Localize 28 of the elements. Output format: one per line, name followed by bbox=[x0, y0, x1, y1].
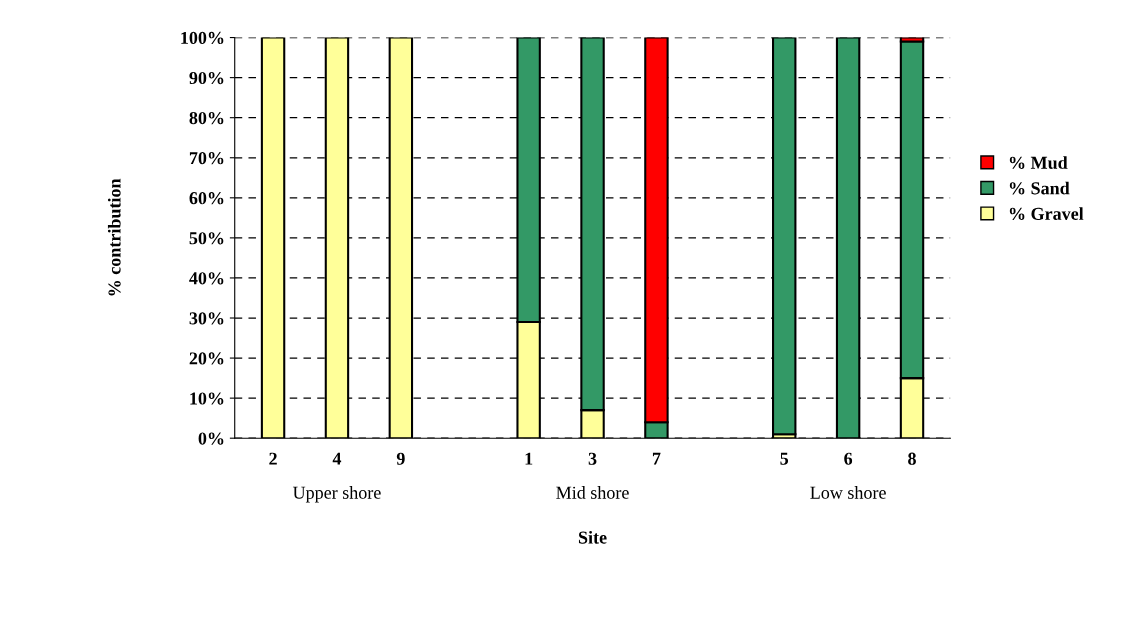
y-axis-title: % contribution bbox=[107, 178, 121, 296]
y-tick-label: 50% bbox=[189, 232, 224, 245]
y-tick-label: 100% bbox=[181, 31, 224, 45]
x-tick-label: 9 bbox=[396, 452, 405, 465]
x-tick-label: 6 bbox=[844, 452, 853, 465]
y-tick-label: 70% bbox=[189, 152, 224, 165]
x-tick-label: 2 bbox=[269, 452, 277, 465]
y-tick-label: 40% bbox=[189, 272, 224, 285]
y-tick-label: 60% bbox=[189, 192, 224, 205]
text: Mid shore bbox=[556, 486, 629, 499]
x-tick-label: 7 bbox=[652, 452, 661, 465]
x-axis-title: Site bbox=[578, 530, 607, 544]
y-tick-label: 10% bbox=[190, 392, 224, 405]
legend-label: % Mud bbox=[1009, 156, 1068, 169]
y-tick-label: 0% bbox=[198, 432, 224, 445]
y-tick-label: 90% bbox=[189, 71, 224, 85]
x-tick-label: 1 bbox=[525, 452, 533, 465]
legend-label: % Sand bbox=[1009, 181, 1070, 195]
y-tick-label: 30% bbox=[189, 312, 224, 325]
text: Upper shore bbox=[292, 486, 381, 503]
legend-label: % Gravel bbox=[1009, 207, 1084, 220]
x-tick-label: 3 bbox=[588, 452, 597, 465]
x-tick-label: 5 bbox=[780, 452, 789, 465]
x-tick-label: 4 bbox=[332, 452, 342, 465]
y-tick-label: 20% bbox=[189, 352, 224, 365]
text: Low shore bbox=[810, 486, 886, 499]
y-tick-label: 80% bbox=[189, 111, 224, 125]
x-tick-label: 8 bbox=[908, 452, 916, 465]
